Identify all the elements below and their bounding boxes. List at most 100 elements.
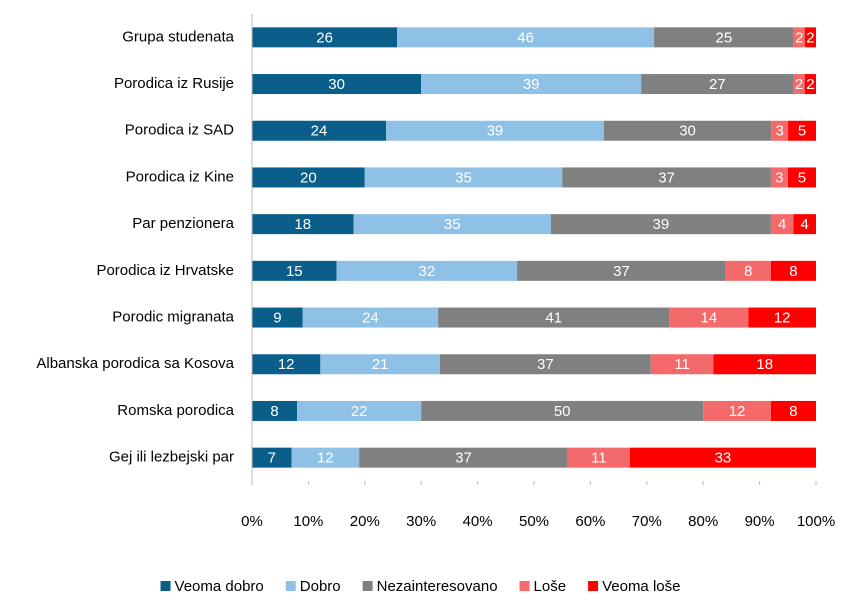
- legend-label: Loše: [534, 578, 567, 595]
- value-label: 4: [801, 216, 809, 233]
- value-label: 12: [774, 310, 791, 327]
- legend-swatch: [588, 581, 599, 591]
- bar-segment: [517, 260, 726, 281]
- value-label: 2: [795, 29, 803, 46]
- value-label: 32: [418, 263, 435, 280]
- value-label: 11: [591, 450, 607, 467]
- legend-swatch: [519, 581, 530, 591]
- value-label: 18: [294, 216, 311, 233]
- legend-label: Nezainteresovano: [377, 578, 498, 595]
- y-tick-label: Par penzionera: [132, 215, 234, 232]
- value-label: 26: [316, 29, 333, 46]
- value-label: 5: [798, 169, 806, 186]
- x-tick-label: 50%: [519, 513, 549, 530]
- x-tick-label: 70%: [632, 513, 662, 530]
- value-label: 30: [328, 76, 345, 93]
- bar-segment: [252, 167, 365, 188]
- value-label: 9: [273, 310, 281, 327]
- value-label: 12: [317, 450, 334, 467]
- y-tick-label: Porodica iz SAD: [125, 122, 234, 139]
- bar-segment: [252, 354, 321, 375]
- value-label: 41: [545, 310, 562, 327]
- y-tick-label: Porodica iz Kine: [126, 168, 234, 185]
- bar-segment: [804, 74, 816, 95]
- value-label: 50: [554, 403, 571, 420]
- bar-segment: [725, 260, 771, 281]
- x-tick-label: 80%: [688, 513, 718, 530]
- value-label: 2: [806, 76, 814, 93]
- value-label: 20: [300, 169, 317, 186]
- bar-segment: [650, 354, 714, 375]
- bar-segment: [353, 214, 551, 235]
- value-label: 37: [537, 356, 554, 373]
- bar-segment: [793, 214, 816, 235]
- bar-segment: [550, 214, 771, 235]
- bar-segment: [438, 307, 670, 328]
- value-label: 2: [806, 29, 814, 46]
- bar-segment: [713, 354, 816, 375]
- y-tick-label: Grupa studenata: [122, 28, 234, 45]
- y-tick-label: Porodic migranata: [112, 309, 234, 326]
- bar-segment: [669, 307, 749, 328]
- value-label: 11: [674, 356, 690, 373]
- bar-segment: [793, 74, 805, 95]
- bar-segment: [386, 120, 604, 141]
- value-label: 39: [487, 123, 504, 140]
- value-label: 27: [709, 76, 726, 93]
- value-label: 5: [798, 123, 806, 140]
- bar-segment: [397, 27, 655, 48]
- value-label: 3: [775, 169, 783, 186]
- value-label: 12: [278, 356, 295, 373]
- value-label: 12: [729, 403, 746, 420]
- bar-segment: [562, 167, 771, 188]
- bar-segment: [603, 120, 772, 141]
- bar-segment: [629, 447, 816, 468]
- bar-segment: [770, 400, 816, 421]
- x-tick-label: 60%: [575, 513, 605, 530]
- value-label: 33: [715, 450, 732, 467]
- legend-label: Veoma dobro: [175, 578, 264, 595]
- bar-segment: [359, 447, 568, 468]
- value-label: 39: [653, 216, 670, 233]
- value-label: 37: [613, 263, 630, 280]
- bar-segment: [770, 214, 794, 235]
- legend-swatch: [362, 581, 373, 591]
- value-label: 3: [776, 123, 784, 140]
- legend-swatch: [160, 581, 171, 591]
- y-tick-label: Porodica iz Rusije: [114, 75, 234, 92]
- bar-segment: [654, 27, 794, 48]
- y-tick-label: Albanska porodica sa Kosova: [36, 355, 234, 372]
- legend-label: Veoma loše: [602, 578, 680, 595]
- bar-segment: [252, 27, 398, 48]
- bar-segment: [703, 400, 771, 421]
- bar-segment: [748, 307, 816, 328]
- bar-segment: [252, 447, 292, 468]
- bar-segment: [364, 167, 563, 188]
- value-label: 14: [700, 310, 717, 327]
- x-tick-label: 10%: [293, 513, 323, 530]
- value-label: 37: [658, 169, 675, 186]
- bar-segment: [793, 27, 805, 48]
- value-label: 37: [455, 450, 472, 467]
- x-tick-label: 30%: [406, 513, 436, 530]
- value-label: 7: [268, 450, 276, 467]
- value-label: 8: [789, 403, 797, 420]
- bar-segment: [252, 120, 387, 141]
- bar-segment: [291, 447, 360, 468]
- y-tick-label: Romska porodica: [117, 402, 234, 419]
- value-label: 46: [517, 29, 534, 46]
- value-label: 35: [455, 169, 472, 186]
- y-tick-label: Porodica iz Hrvatske: [96, 262, 234, 279]
- bar-segment: [336, 260, 518, 281]
- bar-segment: [252, 400, 298, 421]
- value-label: 4: [778, 216, 786, 233]
- bar-segment: [787, 167, 816, 188]
- bar-segment: [252, 214, 354, 235]
- value-label: 24: [362, 310, 379, 327]
- value-label: 8: [789, 263, 797, 280]
- bar-segment: [252, 307, 303, 328]
- bar-segment: [297, 400, 422, 421]
- bar-segment: [770, 260, 816, 281]
- bar-segment: [421, 74, 642, 95]
